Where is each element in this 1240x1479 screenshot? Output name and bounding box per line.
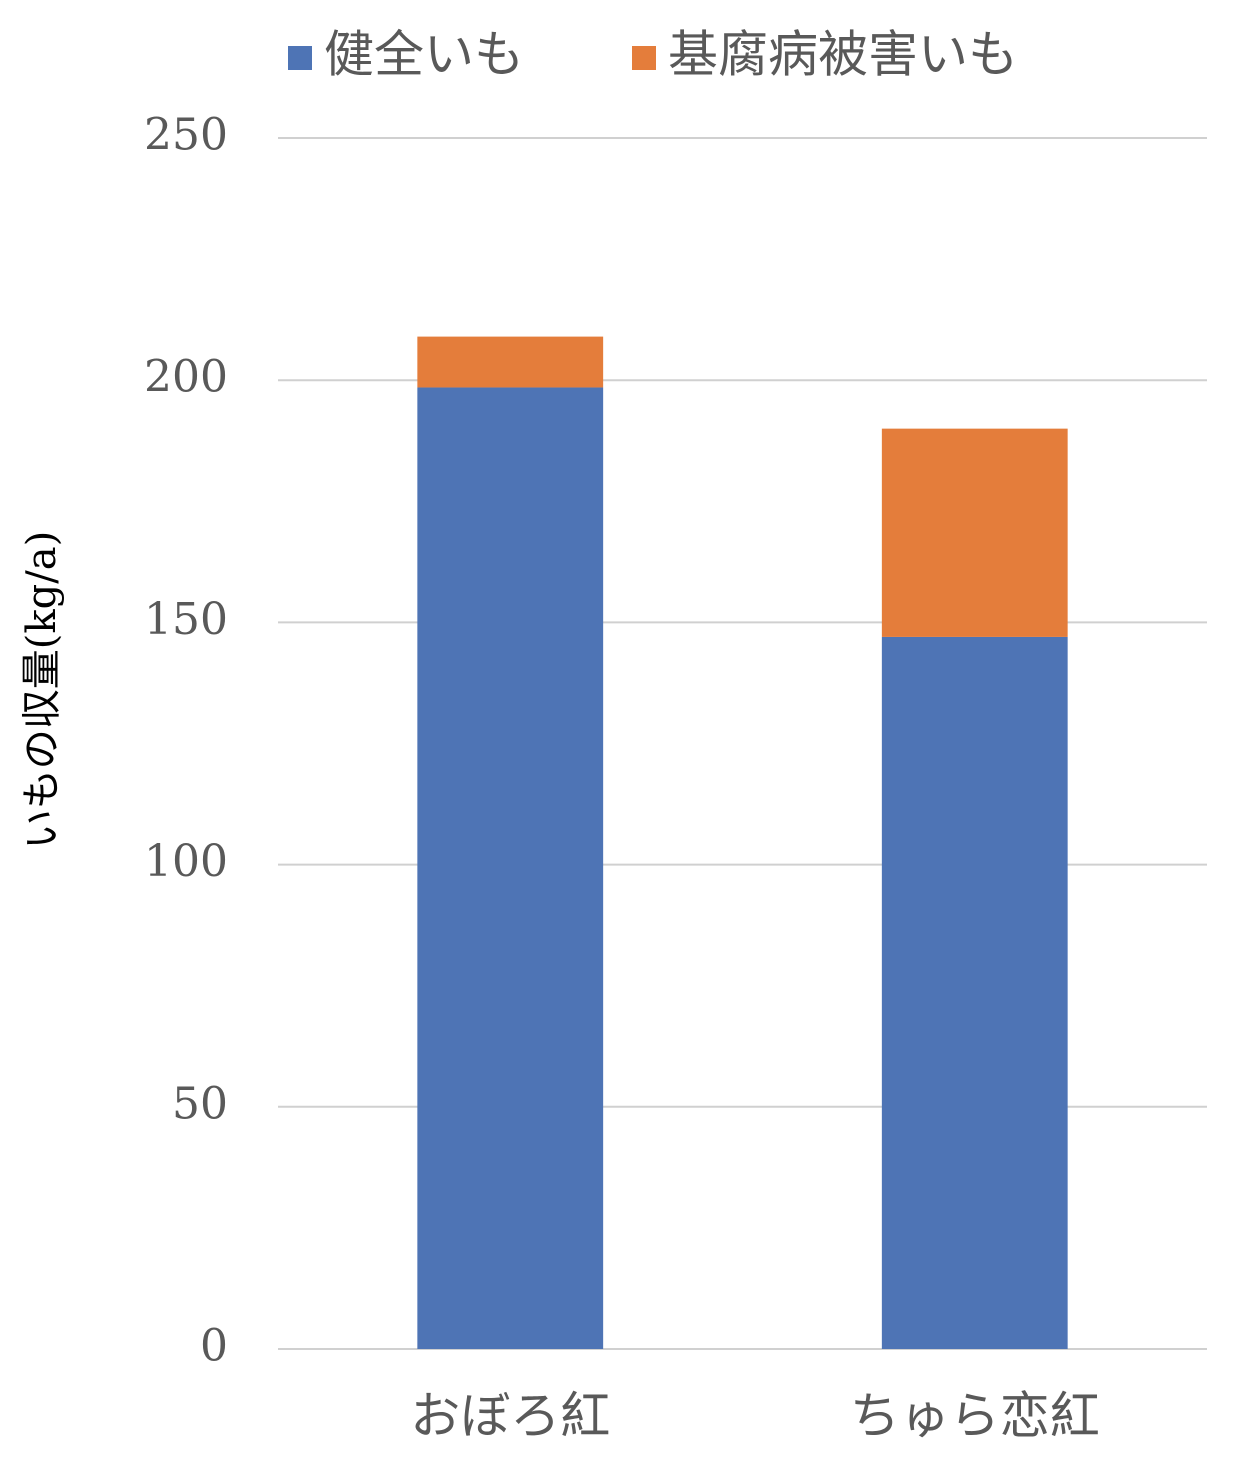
- legend-label: 健全いも: [324, 26, 524, 84]
- y-tick-label: 50: [172, 1078, 228, 1129]
- legend-swatch: [632, 46, 656, 70]
- y-axis-label: いもの収量(kg/a): [19, 531, 65, 849]
- y-tick-label: 150: [144, 594, 228, 645]
- legend-swatch: [288, 46, 312, 70]
- y-tick-label: 250: [144, 110, 228, 161]
- y-tick-label: 0: [200, 1321, 228, 1372]
- bar-segment: [881, 428, 1068, 637]
- legend-label: 基腐病被害いも: [668, 26, 1018, 84]
- y-tick-label: 200: [144, 352, 228, 403]
- bar-segment: [881, 636, 1068, 1349]
- x-tick-label: ちゅら恋紅: [850, 1387, 1100, 1445]
- bar-segment: [417, 387, 604, 1349]
- x-tick-label: おぼろ紅: [410, 1387, 610, 1445]
- bar-segment: [417, 336, 604, 388]
- y-tick-label: 100: [144, 836, 228, 887]
